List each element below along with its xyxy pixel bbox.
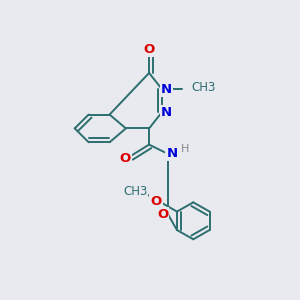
Text: CH3: CH3 xyxy=(123,185,147,198)
Text: O: O xyxy=(120,152,131,165)
Text: O: O xyxy=(157,208,168,221)
Text: N: N xyxy=(161,106,172,119)
Text: N: N xyxy=(166,147,177,160)
Text: H: H xyxy=(181,144,190,154)
Text: O: O xyxy=(150,195,162,208)
Text: N: N xyxy=(161,82,172,96)
Text: CH3: CH3 xyxy=(191,82,215,94)
Text: O: O xyxy=(143,44,155,56)
